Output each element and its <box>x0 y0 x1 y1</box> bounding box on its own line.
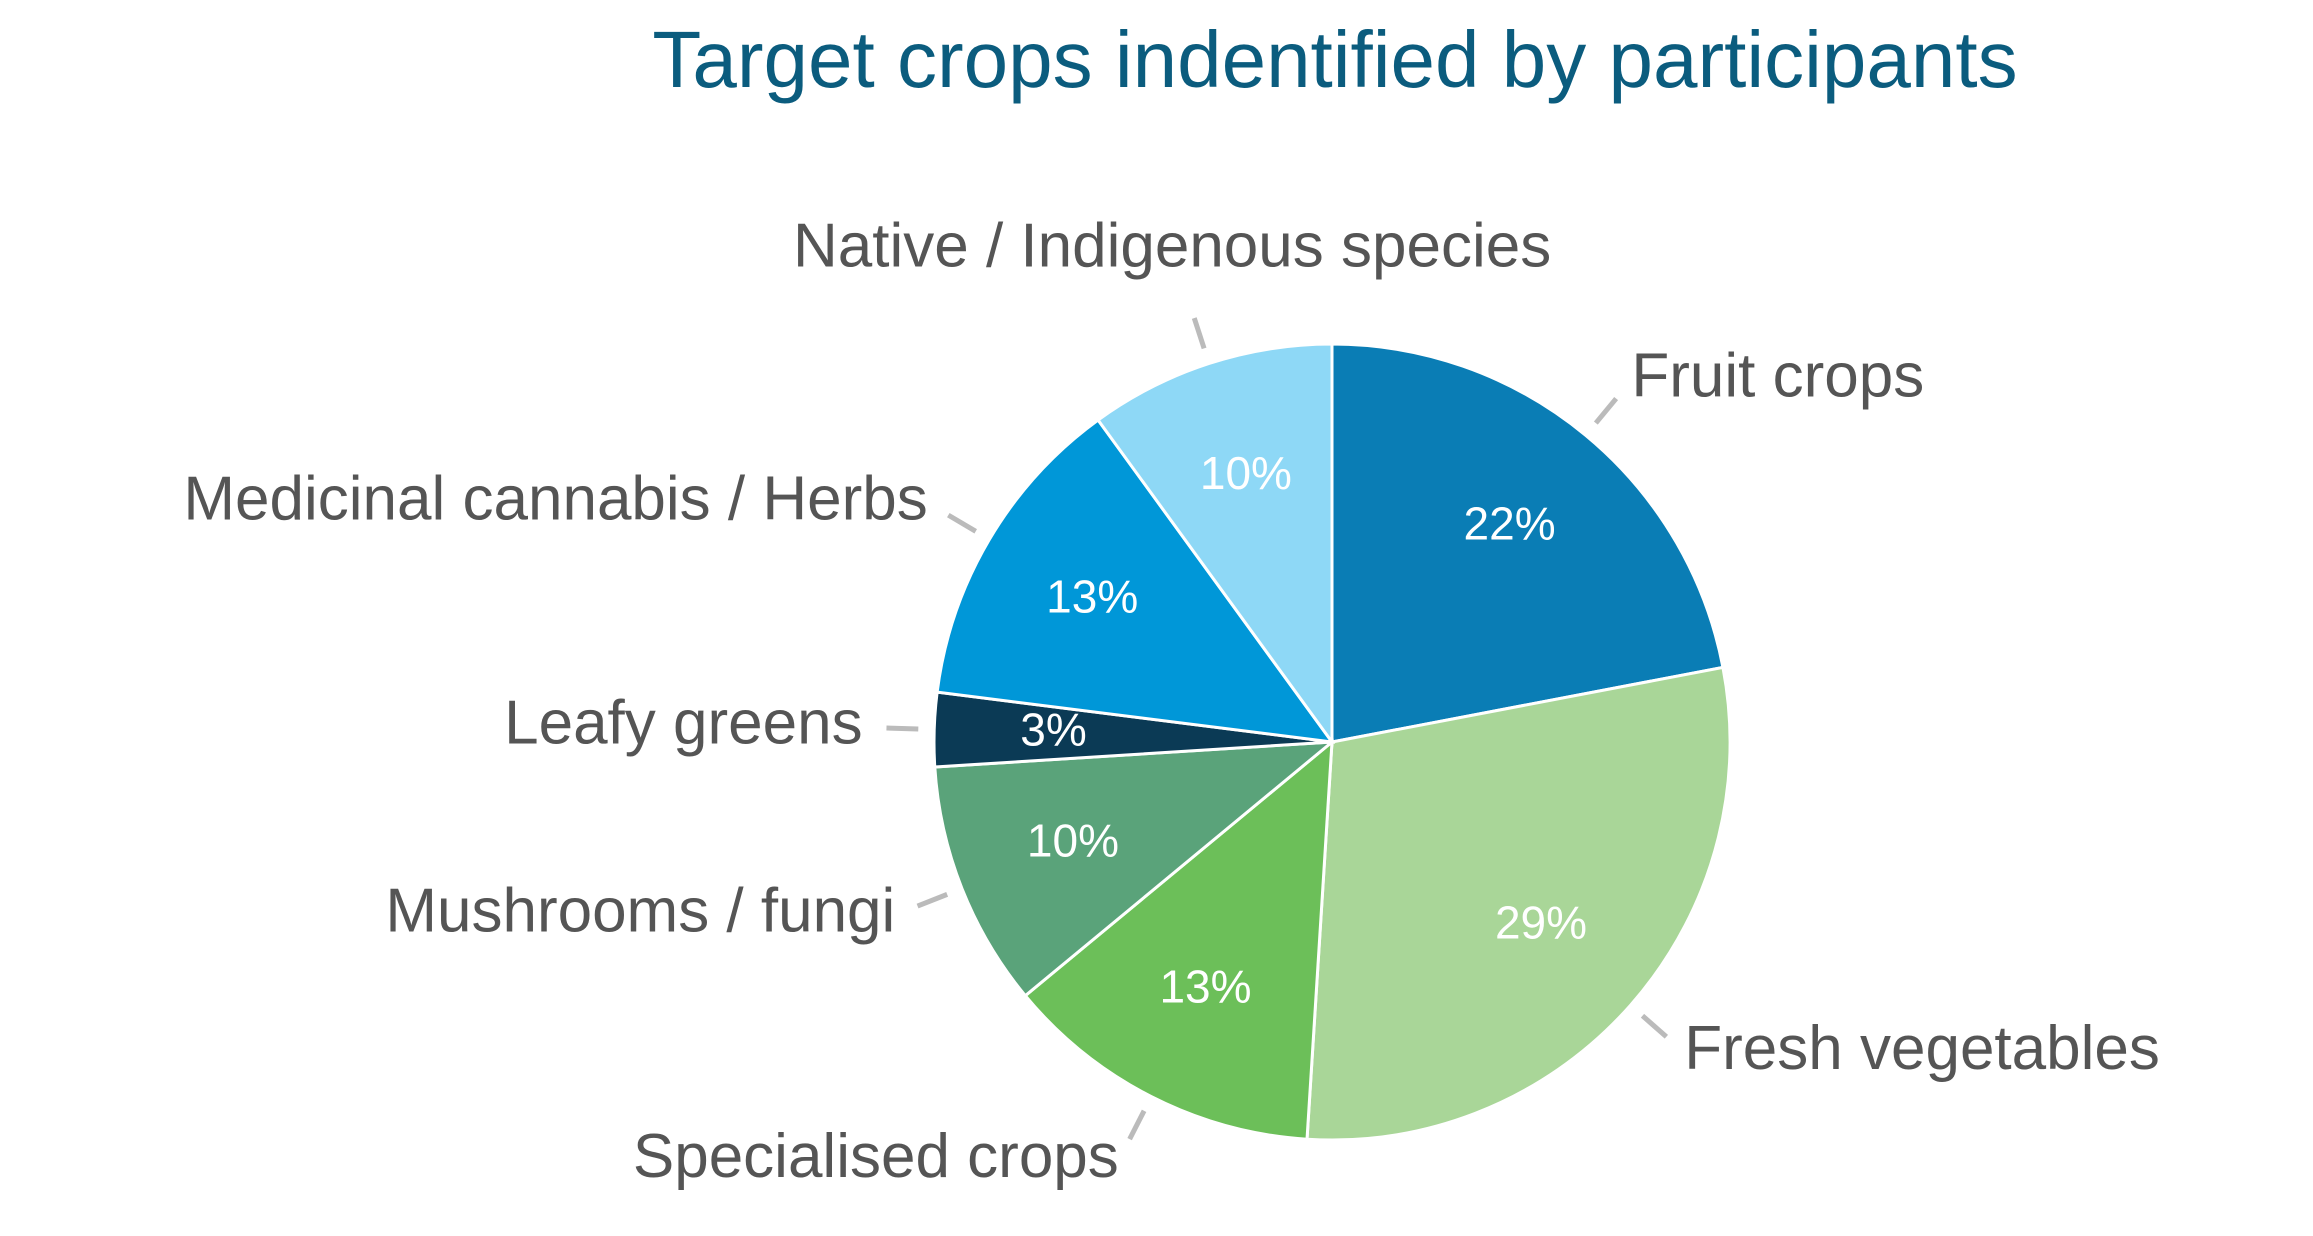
leader-line <box>1191 317 1207 350</box>
category-label: Specialised crops <box>633 1122 1119 1191</box>
value-label: 13% <box>1159 960 1251 1012</box>
value-label: 10% <box>1027 815 1119 867</box>
value-label: 13% <box>1046 570 1138 622</box>
pie-slice <box>933 740 1337 998</box>
value-label: 3% <box>1020 703 1086 755</box>
category-label: Medicinal cannabis / Herbs <box>183 464 927 533</box>
pie-slice <box>1305 665 1732 1142</box>
value-label: 29% <box>1495 896 1587 948</box>
category-label: Leafy greens <box>504 689 862 758</box>
leader-line <box>947 512 977 534</box>
value-label: 22% <box>1464 497 1556 549</box>
leader-line <box>1640 1013 1669 1039</box>
pie-slice <box>935 417 1336 744</box>
pie-slice <box>1023 738 1334 1141</box>
leader-line <box>1127 1109 1147 1141</box>
leader-line <box>886 725 919 732</box>
chart-title: Target crops indentified by participants <box>652 15 2017 104</box>
pie-slice <box>1330 342 1725 744</box>
value-label: 10% <box>1200 447 1292 499</box>
category-label: Native / Indigenous species <box>793 211 1551 280</box>
category-label: Fresh vegetables <box>1684 1014 2160 1083</box>
leader-line <box>1593 396 1619 425</box>
category-label: Mushrooms / fungi <box>385 876 895 945</box>
leader-line <box>916 892 949 909</box>
pie-slice <box>1095 342 1334 747</box>
category-label: Fruit crops <box>1631 342 1924 411</box>
